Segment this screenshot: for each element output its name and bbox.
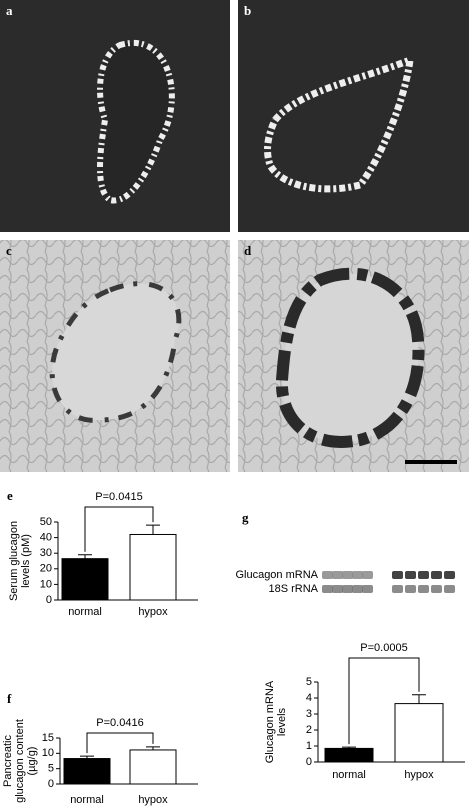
blot-band bbox=[431, 585, 442, 593]
y-axis-label: Glucagon mRNA bbox=[264, 680, 276, 763]
significance-bracket bbox=[84, 506, 154, 552]
y-tick-label: 30 bbox=[40, 547, 52, 559]
y-tick-label: 4 bbox=[306, 692, 312, 704]
y-tick-label: 40 bbox=[40, 532, 52, 544]
blot-band bbox=[444, 571, 455, 579]
y-tick-label: 3 bbox=[306, 708, 312, 720]
error-bar bbox=[412, 694, 426, 704]
y-tick-label: 1 bbox=[306, 740, 312, 752]
panel-c: c bbox=[0, 240, 230, 472]
panel-label: c bbox=[6, 243, 12, 258]
blot-band bbox=[405, 585, 416, 593]
y-tick-label: 10 bbox=[42, 747, 54, 759]
y-tick-label: 5 bbox=[306, 676, 312, 688]
p-value: P=0.0005 bbox=[360, 642, 407, 654]
y-axis-label: Pancreatic bbox=[2, 735, 14, 787]
blot-band bbox=[322, 585, 333, 593]
y-axis-label: glucagon content bbox=[14, 719, 26, 803]
panel-label: b bbox=[244, 3, 251, 18]
x-tick-label: normal bbox=[68, 606, 102, 618]
significance-bracket bbox=[86, 732, 154, 754]
y-tick-label: 0 bbox=[48, 778, 54, 790]
error-bar bbox=[146, 524, 160, 535]
y-tick-label: 2 bbox=[306, 724, 312, 736]
x-tick-label: hypox bbox=[138, 606, 168, 618]
y-tick-label: 5 bbox=[48, 763, 54, 775]
y-axis-label: levels (pM) bbox=[20, 534, 32, 588]
blot-band bbox=[322, 571, 333, 579]
blot-band bbox=[332, 571, 343, 579]
p-value: P=0.0415 bbox=[95, 491, 142, 503]
panel-a: a bbox=[0, 0, 230, 232]
y-axis-label: Serum glucagon bbox=[8, 521, 20, 601]
panel-label: d bbox=[244, 243, 252, 258]
y-axis-label: levels bbox=[276, 707, 288, 736]
bar bbox=[394, 703, 444, 763]
y-axis-label: (µg/g) bbox=[26, 747, 38, 776]
significance-bracket bbox=[348, 657, 420, 745]
blot-band bbox=[444, 585, 455, 593]
panel-label: g bbox=[242, 510, 249, 525]
bar bbox=[61, 558, 109, 601]
panel-label: a bbox=[6, 3, 13, 18]
x-tick-label: normal bbox=[332, 769, 366, 781]
blot-band bbox=[431, 571, 442, 579]
panel-label: f bbox=[7, 691, 12, 706]
blot-band bbox=[352, 585, 363, 593]
error-bar bbox=[80, 755, 94, 759]
blot-band bbox=[418, 585, 429, 593]
blot-band bbox=[342, 571, 353, 579]
x-tick-label: normal bbox=[70, 794, 104, 806]
bar bbox=[324, 747, 374, 763]
y-tick-label: 50 bbox=[40, 516, 52, 528]
x-tick-label: hypox bbox=[404, 769, 434, 781]
y-tick-label: 15 bbox=[42, 732, 54, 744]
panel-b: b bbox=[238, 0, 469, 232]
error-bar bbox=[146, 746, 160, 750]
y-tick-label: 10 bbox=[40, 578, 52, 590]
error-bar bbox=[342, 746, 356, 749]
blot-band bbox=[405, 571, 416, 579]
bar bbox=[129, 749, 177, 785]
panel-label: e bbox=[7, 488, 13, 503]
blot-band bbox=[342, 585, 353, 593]
error-bar bbox=[78, 554, 92, 559]
blot-band bbox=[392, 571, 403, 579]
bar bbox=[129, 533, 177, 601]
y-tick-label: 0 bbox=[306, 756, 312, 768]
panel-d: d bbox=[238, 240, 469, 472]
blot-band bbox=[332, 585, 343, 593]
blot-band bbox=[352, 571, 363, 579]
x-tick-label: hypox bbox=[138, 794, 168, 806]
y-tick-label: 0 bbox=[46, 594, 52, 606]
blot-band bbox=[392, 585, 403, 593]
blot-label: Glucagon mRNA bbox=[235, 569, 318, 581]
y-tick-label: 20 bbox=[40, 563, 52, 575]
blot-band bbox=[418, 571, 429, 579]
blot-band bbox=[362, 585, 373, 593]
blot-label: 18S rRNA bbox=[268, 583, 318, 595]
p-value: P=0.0416 bbox=[96, 717, 143, 729]
blot-band bbox=[362, 571, 373, 579]
bar bbox=[63, 758, 111, 785]
